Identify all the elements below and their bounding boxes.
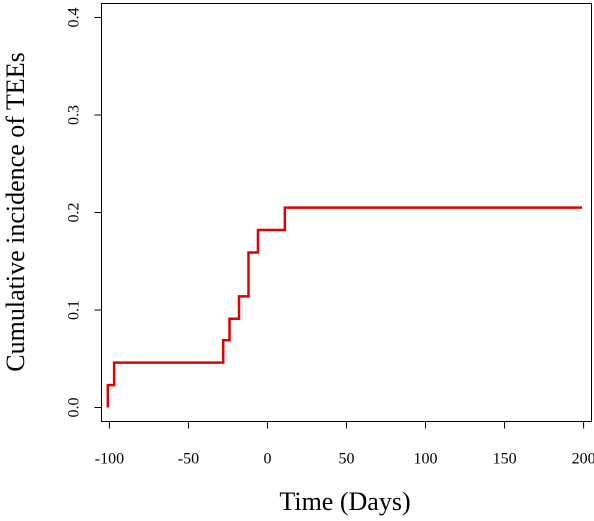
- y-tick-label: 0.1: [66, 300, 83, 320]
- x-tick-label: 100: [414, 451, 438, 468]
- y-tick-label: 0.2: [66, 203, 83, 223]
- series-layer: [106, 206, 583, 408]
- x-tick-label: 0: [263, 451, 271, 468]
- y-tick-label: 0.0: [66, 398, 83, 418]
- y-tick-label: 0.4: [66, 8, 83, 28]
- x-tick-label: -50: [178, 451, 199, 468]
- x-axis: -100 -50 0 50 100 150 200: [95, 421, 594, 468]
- y-axis: 0.0 0.1 0.2 0.3 0.4: [66, 8, 102, 418]
- x-tick-label: 150: [493, 451, 517, 468]
- y-tick-label: 0.3: [66, 105, 83, 125]
- x-axis-title: Time (Days): [279, 487, 410, 516]
- x-tick-label: -100: [95, 451, 124, 468]
- cumulative-incidence-line: [106, 206, 583, 408]
- y-axis-title: Cumulative incidence of TEEs: [1, 52, 30, 371]
- plot-box: [101, 3, 592, 422]
- x-tick-label: 50: [339, 451, 355, 468]
- x-tick-label: 200: [572, 451, 594, 468]
